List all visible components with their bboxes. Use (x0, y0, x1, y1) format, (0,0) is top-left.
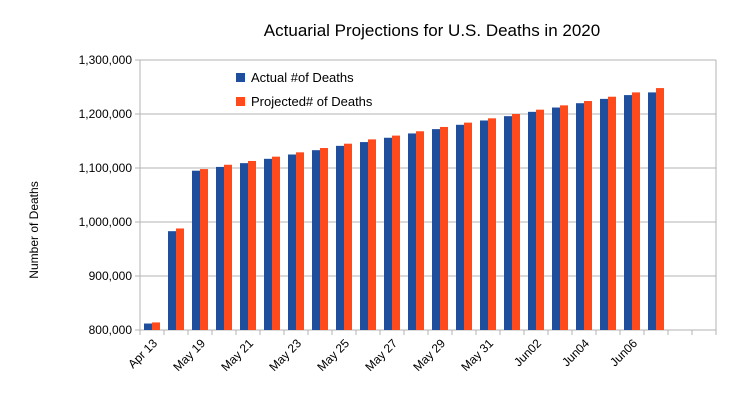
x-tick-label: May 25 (314, 336, 352, 374)
bar-projected (632, 92, 640, 331)
bar-projected (512, 114, 520, 330)
x-tick-label: Jun04 (559, 336, 592, 369)
y-tick-labels: 800,000 900,000 1,000,000 1,100,000 1,200,00… (79, 53, 133, 337)
bar-actual (240, 163, 248, 330)
chart-title: Actuarial Projections for U.S. Deaths in… (264, 21, 600, 40)
bar-actual (216, 166, 224, 330)
bar-actual (360, 142, 368, 330)
bar-projected (608, 96, 616, 330)
x-tick-label: May 29 (410, 336, 448, 374)
y-tick-label: 1,100,000 (79, 161, 133, 175)
bar-projected (392, 135, 400, 330)
x-tick-label: Jun06 (607, 336, 640, 369)
bar-actual (456, 124, 464, 330)
bar-projected (416, 131, 424, 330)
legend: Actual #of Deaths Projected# of Deaths (236, 70, 373, 109)
y-tick-label: 1,000,000 (79, 215, 133, 229)
bar-actual (288, 154, 296, 330)
x-tick-label: May 31 (458, 336, 496, 374)
bar-projected (440, 126, 448, 331)
bar-projected (488, 118, 496, 330)
legend-swatch-projected (236, 97, 245, 106)
bar-actual (576, 103, 584, 330)
bar-actual (168, 231, 176, 330)
bar-projected (296, 152, 304, 330)
bar-projected (248, 160, 256, 330)
bar-projected (272, 156, 280, 330)
x-tick-label: May 23 (266, 336, 304, 374)
bar-projected (368, 139, 376, 330)
bar-projected (320, 148, 328, 330)
x-tick-label: May 19 (170, 336, 208, 374)
x-tick-label: Jun02 (511, 336, 544, 369)
bar-projected (560, 105, 568, 330)
bar-projected (200, 169, 208, 330)
legend-label-actual: Actual #of Deaths (251, 70, 354, 85)
bar-actual (528, 111, 536, 330)
y-axis-label: Number of Deaths (27, 181, 41, 278)
bar-projected (152, 322, 160, 330)
x-tick-label: May 21 (218, 336, 256, 374)
bar-projected (176, 228, 184, 330)
bar-actual (144, 323, 152, 330)
bar-actual (384, 137, 392, 330)
bar-actual (504, 116, 512, 330)
bar-projected (584, 101, 592, 330)
y-tick-label: 1,300,000 (79, 53, 133, 67)
bar-projected (464, 122, 472, 330)
bar-actual (408, 133, 416, 330)
bar-projected (656, 88, 664, 330)
bar-actual (312, 150, 320, 330)
bar-actual (480, 120, 488, 330)
bar-projected (536, 109, 544, 331)
bar-actual (624, 95, 632, 330)
bar-actual (264, 158, 272, 330)
y-tick-label: 1,200,000 (79, 107, 133, 121)
y-tick-label: 800,000 (89, 323, 133, 337)
bar-projected (224, 164, 232, 330)
x-tick-label: Apr 13 (125, 336, 160, 371)
bar-projected (344, 143, 352, 330)
legend-swatch-actual (236, 73, 245, 82)
bars (144, 88, 664, 331)
bar-actual (552, 107, 560, 331)
axes (139, 60, 717, 335)
bar-actual (648, 92, 656, 331)
bar-actual (432, 129, 440, 330)
bar-actual (600, 98, 608, 330)
bar-actual (192, 170, 200, 330)
bar-actual (336, 145, 344, 330)
legend-label-projected: Projected# of Deaths (251, 94, 373, 109)
x-tick-labels: Apr 13 May 19 May 21 May 23 May 25 May 27 May … (125, 336, 640, 374)
y-tick-label: 900,000 (89, 269, 133, 283)
gridlines (135, 59, 716, 331)
x-tick-label: May 27 (362, 336, 400, 374)
